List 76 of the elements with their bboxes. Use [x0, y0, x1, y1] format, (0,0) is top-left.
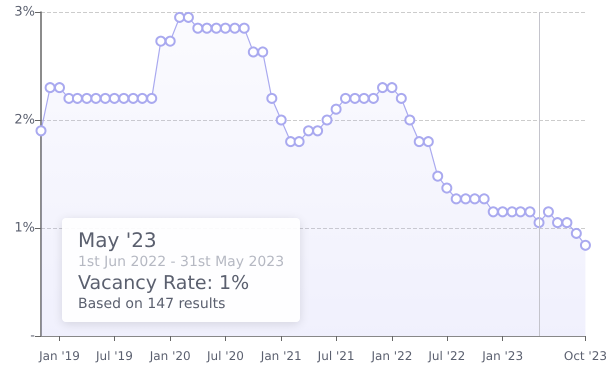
point	[478, 193, 490, 204]
point	[488, 206, 499, 218]
x-tick-label: Jan '21	[260, 349, 302, 363]
x-tick-label: Jan '20	[148, 349, 191, 363]
point	[155, 36, 166, 47]
point	[294, 136, 305, 148]
point	[276, 114, 287, 126]
point	[322, 114, 333, 126]
x-tick-label: Jul '22	[427, 349, 466, 363]
point	[90, 92, 102, 104]
point	[312, 125, 324, 136]
point	[580, 240, 591, 251]
annotation: 1st Jun 2022 - 31st May 2023	[78, 254, 284, 270]
point	[44, 82, 56, 94]
point	[182, 12, 194, 23]
point	[542, 206, 554, 218]
x-tick-label: Oct '23	[564, 349, 608, 363]
point	[257, 46, 268, 58]
point	[146, 92, 158, 104]
x-tick-label: Jan '19	[38, 349, 80, 363]
y-tick-label: 1%	[14, 220, 35, 236]
point	[330, 104, 342, 115]
point	[450, 193, 462, 204]
point	[174, 12, 186, 23]
point	[36, 125, 46, 136]
x-tick-label: Jul '19	[94, 349, 133, 363]
annotation: Vacancy Rate: 1%	[78, 272, 250, 294]
y-tick-label: 2%	[14, 112, 35, 128]
point	[100, 92, 111, 104]
point	[220, 22, 231, 34]
y-tick-label: -	[30, 328, 36, 344]
point	[118, 92, 130, 104]
point	[561, 217, 572, 228]
point	[81, 92, 92, 104]
point	[266, 92, 278, 104]
point	[238, 22, 250, 34]
point	[164, 36, 176, 47]
point	[210, 22, 222, 34]
point	[192, 22, 204, 34]
y-tick-label: 3%	[14, 4, 35, 20]
point	[414, 136, 425, 148]
point	[128, 92, 139, 104]
point	[136, 92, 148, 104]
annotation: May '23	[78, 228, 158, 252]
point	[108, 92, 120, 104]
point	[432, 170, 444, 182]
annotation: Based on 147 results	[78, 296, 226, 312]
point	[349, 92, 360, 104]
x-tick-label: Jul '20	[206, 349, 244, 363]
point	[524, 206, 536, 218]
point	[570, 228, 582, 239]
point	[404, 114, 416, 126]
point	[469, 193, 480, 204]
point	[54, 82, 65, 94]
point	[229, 22, 240, 34]
point	[340, 92, 352, 104]
point	[303, 125, 314, 136]
point	[248, 46, 259, 58]
point	[285, 136, 296, 148]
point	[368, 92, 379, 104]
point	[515, 206, 526, 218]
point	[201, 22, 212, 34]
point	[377, 82, 388, 94]
point	[552, 217, 564, 228]
point	[422, 136, 434, 148]
point	[441, 182, 452, 194]
x-tick-label: Jul '21	[316, 349, 355, 363]
point	[63, 92, 74, 104]
point	[460, 193, 472, 204]
x-tick-label: Jan '23	[481, 349, 524, 363]
point	[72, 92, 83, 104]
point	[396, 92, 407, 104]
x-tick-label: Jan '22	[370, 349, 412, 363]
point	[386, 82, 398, 94]
point	[497, 206, 508, 218]
point	[358, 92, 370, 104]
